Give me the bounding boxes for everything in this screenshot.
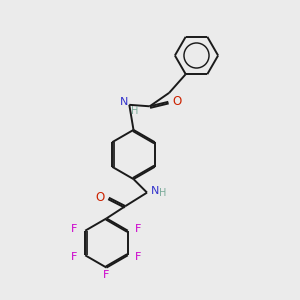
Text: F: F xyxy=(135,252,142,262)
Text: O: O xyxy=(95,191,105,204)
Text: F: F xyxy=(135,224,142,234)
Text: N: N xyxy=(151,186,159,196)
Text: N: N xyxy=(119,98,128,107)
Text: O: O xyxy=(172,95,182,108)
Text: F: F xyxy=(71,252,78,262)
Text: F: F xyxy=(103,270,110,280)
Text: H: H xyxy=(159,188,166,198)
Text: H: H xyxy=(131,106,138,116)
Text: F: F xyxy=(71,224,78,234)
